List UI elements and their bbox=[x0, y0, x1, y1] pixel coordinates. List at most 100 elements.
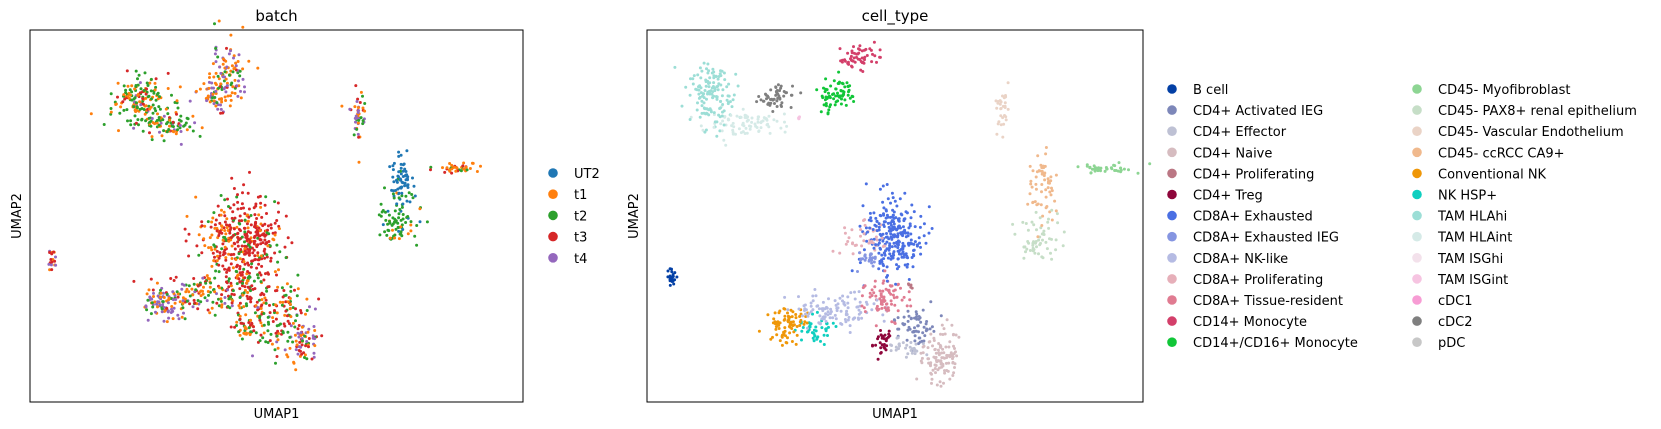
scatter-point bbox=[236, 193, 239, 197]
scatter-point bbox=[254, 220, 258, 224]
scatter-point bbox=[239, 96, 243, 100]
scatter-point bbox=[274, 303, 278, 307]
cell-type-legend-label: CD4+ Naive bbox=[1193, 146, 1272, 161]
scatter-point bbox=[184, 239, 188, 243]
cell-type-legend-marker bbox=[1412, 295, 1422, 305]
scatter-point bbox=[257, 226, 261, 230]
scatter-point bbox=[241, 67, 245, 71]
scatter-point bbox=[54, 263, 58, 267]
scatter-point bbox=[221, 111, 225, 115]
scatter-point bbox=[872, 302, 876, 306]
scatter-point bbox=[260, 303, 264, 307]
scatter-point bbox=[780, 101, 784, 105]
scatter-point bbox=[236, 207, 240, 211]
scatter-point bbox=[232, 203, 236, 207]
scatter-point bbox=[147, 288, 151, 292]
scatter-point bbox=[1044, 152, 1048, 156]
scatter-point bbox=[401, 213, 405, 216]
scatter-point bbox=[922, 325, 926, 329]
scatter-point bbox=[1044, 195, 1048, 199]
scatter-point bbox=[246, 226, 250, 230]
scatter-point bbox=[219, 103, 222, 107]
scatter-point bbox=[155, 118, 159, 122]
scatter-point bbox=[429, 168, 432, 172]
scatter-point bbox=[206, 276, 210, 280]
scatter-point bbox=[210, 264, 214, 268]
scatter-point bbox=[909, 341, 913, 344]
scatter-point bbox=[122, 108, 126, 112]
scatter-point bbox=[783, 130, 787, 134]
scatter-point bbox=[229, 33, 233, 37]
scatter-point bbox=[257, 213, 261, 217]
scatter-point bbox=[205, 99, 209, 103]
scatter-point bbox=[394, 227, 398, 231]
scatter-point bbox=[802, 304, 806, 308]
scatter-point bbox=[227, 252, 231, 256]
scatter-point bbox=[819, 339, 822, 343]
scatter-point bbox=[875, 298, 879, 302]
scatter-point bbox=[827, 325, 830, 329]
scatter-point bbox=[249, 296, 253, 300]
scatter-point bbox=[865, 239, 869, 243]
scatter-point bbox=[857, 290, 861, 294]
scatter-point bbox=[239, 321, 243, 325]
scatter-point bbox=[873, 279, 877, 283]
batch-axes-frame bbox=[29, 29, 524, 403]
scatter-point bbox=[180, 287, 184, 291]
scatter-point bbox=[163, 309, 166, 313]
scatter-point bbox=[241, 191, 244, 195]
scatter-point bbox=[300, 343, 304, 347]
scatter-point bbox=[256, 251, 260, 255]
scatter-point bbox=[225, 270, 229, 274]
scatter-point bbox=[246, 213, 250, 217]
scatter-point bbox=[786, 314, 790, 318]
cell-type-legend-marker bbox=[1412, 337, 1422, 348]
scatter-point bbox=[236, 240, 240, 244]
scatter-point bbox=[905, 338, 909, 342]
scatter-point bbox=[201, 276, 205, 280]
scatter-point bbox=[255, 233, 259, 237]
scatter-point bbox=[226, 94, 230, 98]
scatter-point bbox=[907, 314, 911, 318]
batch-scatter-points bbox=[47, 19, 482, 372]
scatter-point bbox=[1113, 164, 1117, 168]
scatter-point bbox=[240, 235, 244, 239]
scatter-point bbox=[999, 100, 1003, 104]
scatter-point bbox=[176, 313, 180, 317]
scatter-point bbox=[737, 127, 741, 131]
scatter-point bbox=[157, 300, 161, 304]
scatter-point bbox=[914, 329, 918, 333]
scatter-point bbox=[920, 356, 924, 360]
scatter-point bbox=[202, 237, 206, 241]
scatter-point bbox=[130, 90, 134, 94]
batch-xlabel: UMAP1 bbox=[254, 407, 300, 422]
scatter-point bbox=[904, 346, 908, 350]
scatter-point bbox=[220, 247, 224, 251]
scatter-point bbox=[834, 87, 838, 91]
scatter-point bbox=[881, 200, 885, 204]
scatter-point bbox=[771, 110, 775, 113]
scatter-point bbox=[928, 327, 932, 331]
scatter-point bbox=[812, 328, 816, 332]
scatter-point bbox=[150, 97, 153, 101]
scatter-point bbox=[995, 132, 999, 136]
scatter-point bbox=[139, 87, 143, 91]
scatter-point bbox=[206, 290, 210, 293]
scatter-point bbox=[860, 294, 864, 298]
scatter-point bbox=[843, 231, 847, 235]
scatter-point bbox=[911, 265, 915, 269]
scatter-point bbox=[801, 314, 804, 318]
scatter-point bbox=[1049, 175, 1053, 179]
scatter-point bbox=[266, 228, 269, 232]
scatter-point bbox=[1035, 203, 1039, 207]
scatter-point bbox=[197, 233, 201, 237]
scatter-point bbox=[211, 92, 215, 96]
scatter-point bbox=[829, 84, 833, 88]
scatter-point bbox=[777, 321, 781, 324]
scatter-point bbox=[666, 269, 670, 273]
scatter-point bbox=[872, 40, 876, 44]
scatter-point bbox=[939, 361, 943, 365]
scatter-point bbox=[1040, 183, 1044, 186]
scatter-point bbox=[192, 298, 196, 302]
scatter-point bbox=[413, 234, 417, 238]
